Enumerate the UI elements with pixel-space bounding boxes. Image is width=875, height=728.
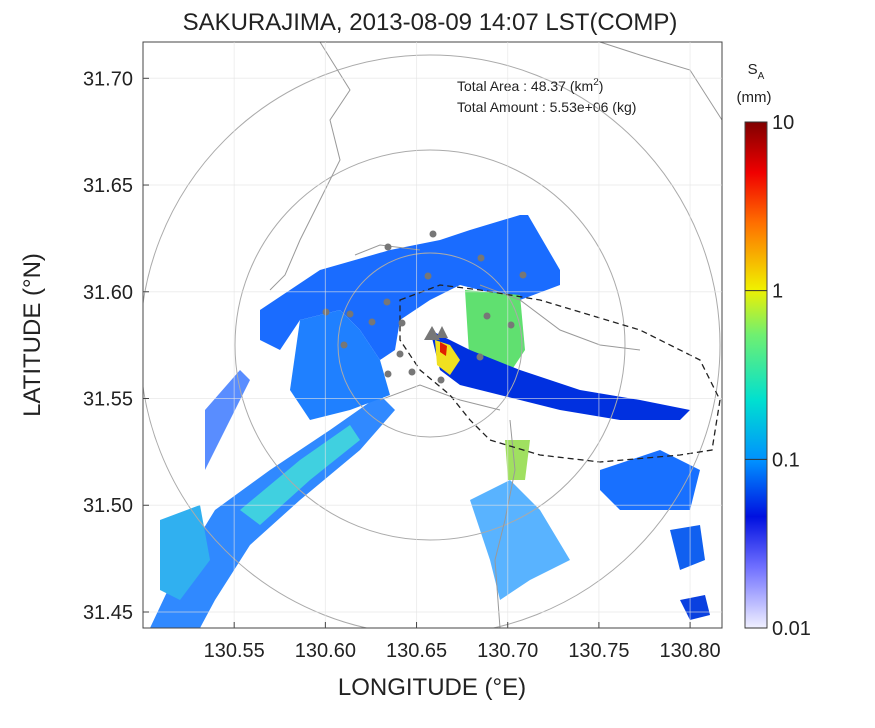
y-tick-label: 31.50 [83, 495, 133, 517]
annotation: Total Amount : 5.53e+06 (kg) [457, 99, 636, 115]
y-tick-label: 31.60 [83, 282, 133, 304]
colorbar-unit: (mm) [737, 89, 772, 106]
x-axis-label: LONGITUDE (°E) [338, 674, 526, 701]
colorbar [744, 121, 768, 629]
annotation-text: Total Area : 48.37 (km [457, 78, 593, 94]
y-axis-label: LATITUDE (°N) [19, 253, 46, 417]
colorbar-tick-label: 1 [772, 281, 783, 303]
colorbar-symbol: S [748, 61, 758, 78]
x-tick-label: 130.55 [204, 640, 265, 662]
colorbar-tick-label: 0.1 [772, 449, 800, 471]
x-tick-label: 130.75 [568, 640, 629, 662]
colorbar-tick-label: 10 [772, 112, 794, 134]
chart-title: SAKURAJIMA, 2013-08-09 14:07 LST(COMP) [183, 9, 678, 36]
y-tick-label: 31.70 [83, 68, 133, 90]
annotation-tail: ) [599, 78, 604, 94]
x-tick-label: 130.70 [477, 640, 538, 662]
annotation: Total Area : 48.37 (km2) [457, 77, 603, 94]
colorbar-tick-label: 0.01 [772, 618, 811, 640]
y-tick-label: 31.45 [83, 602, 133, 624]
x-tick-label: 130.60 [295, 640, 356, 662]
y-tick-label: 31.55 [83, 389, 133, 411]
x-tick-label: 130.80 [660, 640, 721, 662]
map-layer [143, 42, 722, 628]
colorbar-title: SA [748, 61, 765, 82]
plot-frame [142, 41, 723, 629]
colorbar-subscript: A [758, 71, 765, 82]
x-tick-label: 130.65 [386, 640, 447, 662]
y-tick-label: 31.65 [83, 175, 133, 197]
annotation-sup: 2 [593, 77, 599, 88]
